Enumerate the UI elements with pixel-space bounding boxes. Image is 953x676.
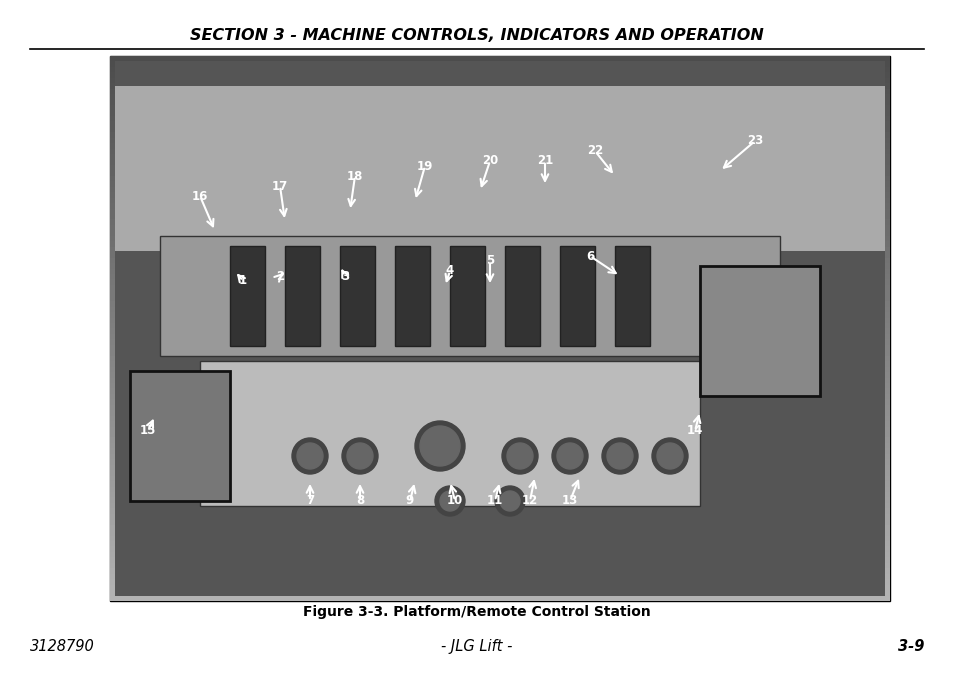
- FancyBboxPatch shape: [285, 246, 319, 346]
- Circle shape: [506, 443, 533, 469]
- Circle shape: [606, 443, 633, 469]
- Circle shape: [292, 438, 328, 474]
- Text: 20: 20: [481, 155, 497, 168]
- Circle shape: [657, 443, 682, 469]
- Circle shape: [419, 426, 459, 466]
- Text: 19: 19: [416, 160, 433, 172]
- FancyBboxPatch shape: [230, 246, 265, 346]
- FancyBboxPatch shape: [130, 371, 230, 501]
- Text: 4: 4: [445, 264, 454, 278]
- Text: 6: 6: [585, 249, 594, 262]
- Circle shape: [651, 438, 687, 474]
- FancyBboxPatch shape: [115, 61, 884, 596]
- Text: 11: 11: [486, 495, 502, 508]
- Circle shape: [296, 443, 323, 469]
- Text: 3: 3: [340, 270, 349, 283]
- Circle shape: [557, 443, 582, 469]
- Circle shape: [552, 438, 587, 474]
- Text: 3-9: 3-9: [897, 639, 923, 654]
- Text: 21: 21: [537, 155, 553, 168]
- FancyBboxPatch shape: [559, 246, 595, 346]
- FancyBboxPatch shape: [200, 361, 700, 506]
- Text: 5: 5: [485, 254, 494, 268]
- Circle shape: [415, 421, 464, 471]
- Circle shape: [601, 438, 638, 474]
- Circle shape: [347, 443, 373, 469]
- Text: 22: 22: [586, 145, 602, 158]
- Text: 10: 10: [446, 495, 462, 508]
- Circle shape: [435, 486, 464, 516]
- Text: 14: 14: [686, 425, 702, 437]
- Text: 16: 16: [192, 189, 208, 203]
- Circle shape: [499, 491, 519, 511]
- Text: Figure 3-3. Platform/Remote Control Station: Figure 3-3. Platform/Remote Control Stat…: [303, 605, 650, 619]
- FancyBboxPatch shape: [160, 236, 780, 356]
- Circle shape: [501, 438, 537, 474]
- Text: 15: 15: [140, 425, 156, 437]
- Circle shape: [495, 486, 524, 516]
- Text: 12: 12: [521, 495, 537, 508]
- Text: - JLG Lift -: - JLG Lift -: [441, 639, 512, 654]
- Text: 8: 8: [355, 495, 364, 508]
- Text: 9: 9: [405, 495, 414, 508]
- Circle shape: [341, 438, 377, 474]
- Circle shape: [439, 491, 459, 511]
- Text: 13: 13: [561, 495, 578, 508]
- Text: 1: 1: [238, 274, 247, 287]
- FancyBboxPatch shape: [615, 246, 649, 346]
- Text: 17: 17: [272, 180, 288, 193]
- Text: 2: 2: [275, 270, 284, 283]
- FancyBboxPatch shape: [450, 246, 484, 346]
- Text: 23: 23: [746, 135, 762, 147]
- Text: SECTION 3 - MACHINE CONTROLS, INDICATORS AND OPERATION: SECTION 3 - MACHINE CONTROLS, INDICATORS…: [190, 28, 763, 43]
- Text: 18: 18: [347, 170, 363, 183]
- Text: 7: 7: [306, 495, 314, 508]
- FancyBboxPatch shape: [110, 56, 889, 601]
- FancyBboxPatch shape: [504, 246, 539, 346]
- Text: 3128790: 3128790: [30, 639, 94, 654]
- FancyBboxPatch shape: [339, 246, 375, 346]
- FancyBboxPatch shape: [395, 246, 430, 346]
- FancyBboxPatch shape: [700, 266, 820, 396]
- FancyBboxPatch shape: [115, 86, 884, 251]
